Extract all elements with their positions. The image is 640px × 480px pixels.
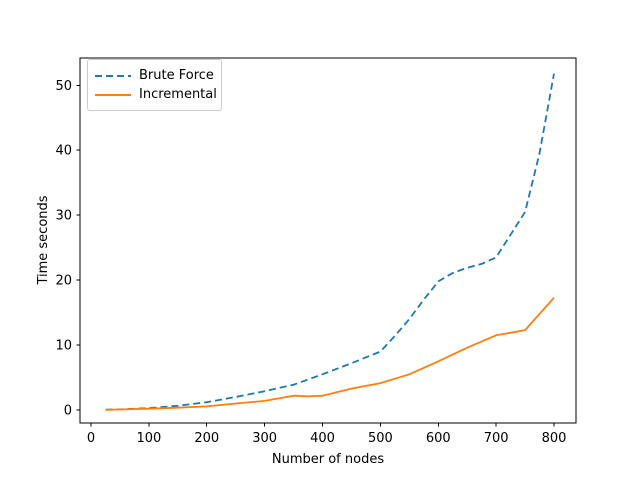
x-axis-label: Number of nodes [272,452,384,467]
legend-label-brute-force: Brute Force [139,68,214,83]
x-tick-label: 500 [368,431,393,446]
series-layer [105,73,555,411]
axes-spines [79,57,577,424]
legend-sample-svg [95,94,131,96]
y-tick-label: 20 [55,274,72,289]
series-line-incremental [105,297,555,411]
legend-row-brute-force: Brute Force [95,67,215,85]
x-tick-label: 0 [87,431,95,446]
x-tick-label: 600 [426,431,451,446]
legend-sample-svg [95,75,131,77]
y-tick-label: 40 [55,144,72,159]
legend-label-incremental: Incremental [139,87,217,102]
series-line-brute-force [105,73,555,411]
brute-force-dashed-line-sample [95,73,131,79]
x-tick-label: 800 [542,431,567,446]
y-tick-label: 10 [55,339,72,354]
y-tick-label: 30 [55,209,72,224]
y-axis-label: Time seconds [36,195,51,285]
legend-row-incremental: Incremental [95,86,217,104]
x-tick-label: 200 [194,431,219,446]
x-tick-label: 700 [484,431,509,446]
incremental-solid-line-sample [95,92,131,98]
x-tick-label: 100 [136,431,161,446]
y-tick-label: 50 [55,79,72,94]
x-tick-label: 400 [310,431,335,446]
legend: Brute Force Incremental [87,59,222,111]
x-tick-label: 300 [252,431,277,446]
y-tick-label: 0 [64,404,72,419]
axes-layer: 0 100 200 300 400 500 600 700 800 0 10 20 30 40 50 [55,57,577,446]
